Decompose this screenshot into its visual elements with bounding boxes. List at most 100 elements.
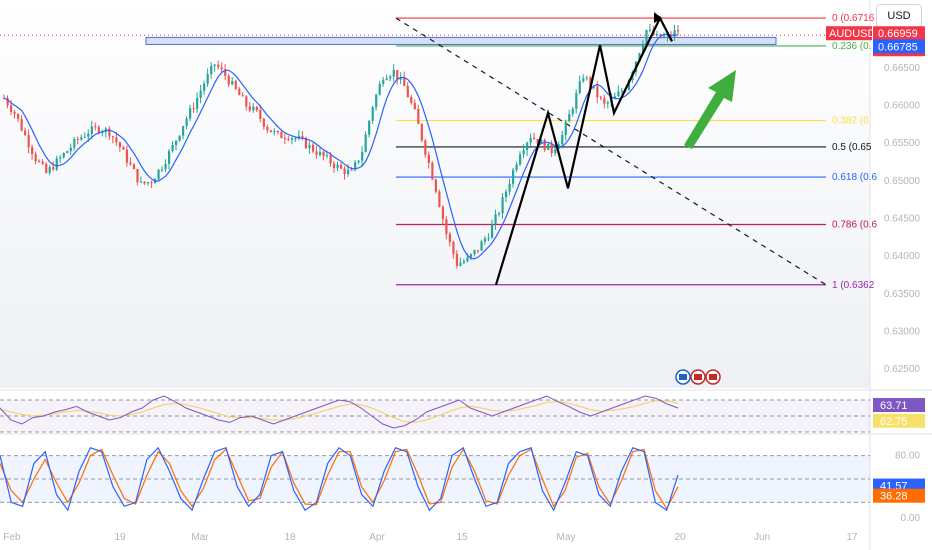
price-axis-tick: 0.66500 (884, 63, 921, 74)
price-axis-tick: 0.64500 (884, 213, 921, 224)
candle-body (575, 93, 578, 109)
candle-body (122, 147, 125, 150)
candle-body (543, 139, 546, 151)
candle-body (210, 65, 213, 74)
candle-body (347, 169, 350, 175)
time-axis-tick: 20 (674, 532, 686, 543)
fib-price-badge-value: 0.66785 (878, 41, 918, 53)
candle-body (34, 154, 37, 162)
candle-body (480, 241, 483, 251)
candle-body (276, 130, 280, 132)
candle-body (66, 151, 69, 154)
time-axis-tick: Apr (369, 532, 385, 543)
candle-body (501, 197, 504, 214)
candle-body (69, 147, 72, 152)
candle-body (473, 250, 476, 255)
candle-body (403, 77, 406, 87)
candle-body (371, 107, 374, 121)
candle-body (255, 106, 258, 111)
candle-body (462, 261, 466, 263)
candle-body (87, 133, 90, 137)
candle-body (504, 191, 508, 198)
time-axis-tick: 15 (456, 532, 468, 543)
stoch-d-line (0, 448, 679, 510)
time-axis-tick: Jun (754, 532, 770, 543)
rsi-line (0, 395, 679, 429)
candle-body (125, 149, 129, 163)
stoch-d-badge (873, 488, 925, 503)
candle-body (171, 144, 174, 152)
candle-body (645, 30, 648, 44)
candle-body (568, 114, 571, 122)
candle-body (389, 76, 392, 79)
candle-body (252, 106, 255, 111)
candle-body (182, 126, 185, 136)
candle-body (476, 250, 480, 252)
rsi-value-label: 63.71 (880, 400, 908, 412)
symbol-badge-label: AUDUSD (829, 28, 876, 40)
candle-body (90, 126, 93, 134)
candle-body (132, 164, 136, 170)
candle-body (508, 183, 511, 192)
candle-body (308, 144, 311, 149)
candle-body (332, 163, 336, 168)
time-axis-tick: 17 (846, 532, 858, 543)
price-axis-tick: 0.63500 (884, 289, 921, 300)
economic-event-flag-icon (709, 374, 717, 380)
candle-body (111, 136, 115, 138)
candle-body (83, 136, 86, 138)
candle-body (378, 83, 381, 95)
candle-body (550, 143, 553, 154)
candle-body (59, 157, 62, 159)
economic-event-flag-icon (679, 374, 687, 380)
candle-body (547, 143, 550, 151)
candle-body (368, 120, 371, 135)
candle-body (638, 53, 641, 62)
candle-body (203, 83, 206, 91)
candle-body (606, 102, 609, 104)
candle-body (10, 105, 13, 112)
candle-body (143, 181, 146, 184)
currency-selector-button[interactable]: USD (876, 4, 922, 28)
candle-body (206, 73, 209, 84)
candle-body (512, 169, 515, 184)
candle-body (497, 213, 501, 215)
moving-average-line (3, 33, 679, 260)
candle-body (424, 140, 427, 155)
rsi-ma-value-label: 62.75 (880, 416, 908, 428)
candle-body (45, 163, 48, 173)
candle-body (294, 138, 297, 140)
price-axis-tick: 0.65500 (884, 138, 921, 149)
candle-body (364, 134, 367, 153)
candle-body (427, 154, 430, 163)
fib-level-label: 0 (0.6716 (832, 13, 875, 24)
candle-body (452, 242, 455, 254)
candle-body (238, 88, 241, 96)
candle-body (392, 70, 395, 77)
candle-body (589, 77, 592, 88)
candle-body (375, 94, 378, 108)
fib-level-label: 0.236 (0. (832, 41, 871, 52)
candle-body (315, 151, 318, 156)
candle-body (459, 262, 462, 266)
candle-body (620, 90, 624, 92)
time-axis-tick: Feb (3, 532, 21, 543)
candle-body (73, 139, 76, 148)
candle-body (677, 30, 680, 32)
fib-level-label: 0.618 (0.6 (832, 172, 877, 183)
time-axis-tick: Mar (191, 532, 209, 543)
candle-body (329, 155, 332, 164)
candle-body (410, 97, 413, 104)
candle-body (97, 127, 100, 133)
candle-body (350, 169, 353, 171)
candle-body (283, 138, 287, 140)
candle-body (108, 128, 111, 137)
candle-body (136, 169, 139, 183)
candle-body (167, 151, 171, 164)
candle-body (217, 64, 220, 68)
economic-event-flag-icon (694, 374, 702, 380)
candle-body (38, 161, 41, 163)
candle-body (540, 139, 543, 144)
candle-body (157, 169, 160, 180)
